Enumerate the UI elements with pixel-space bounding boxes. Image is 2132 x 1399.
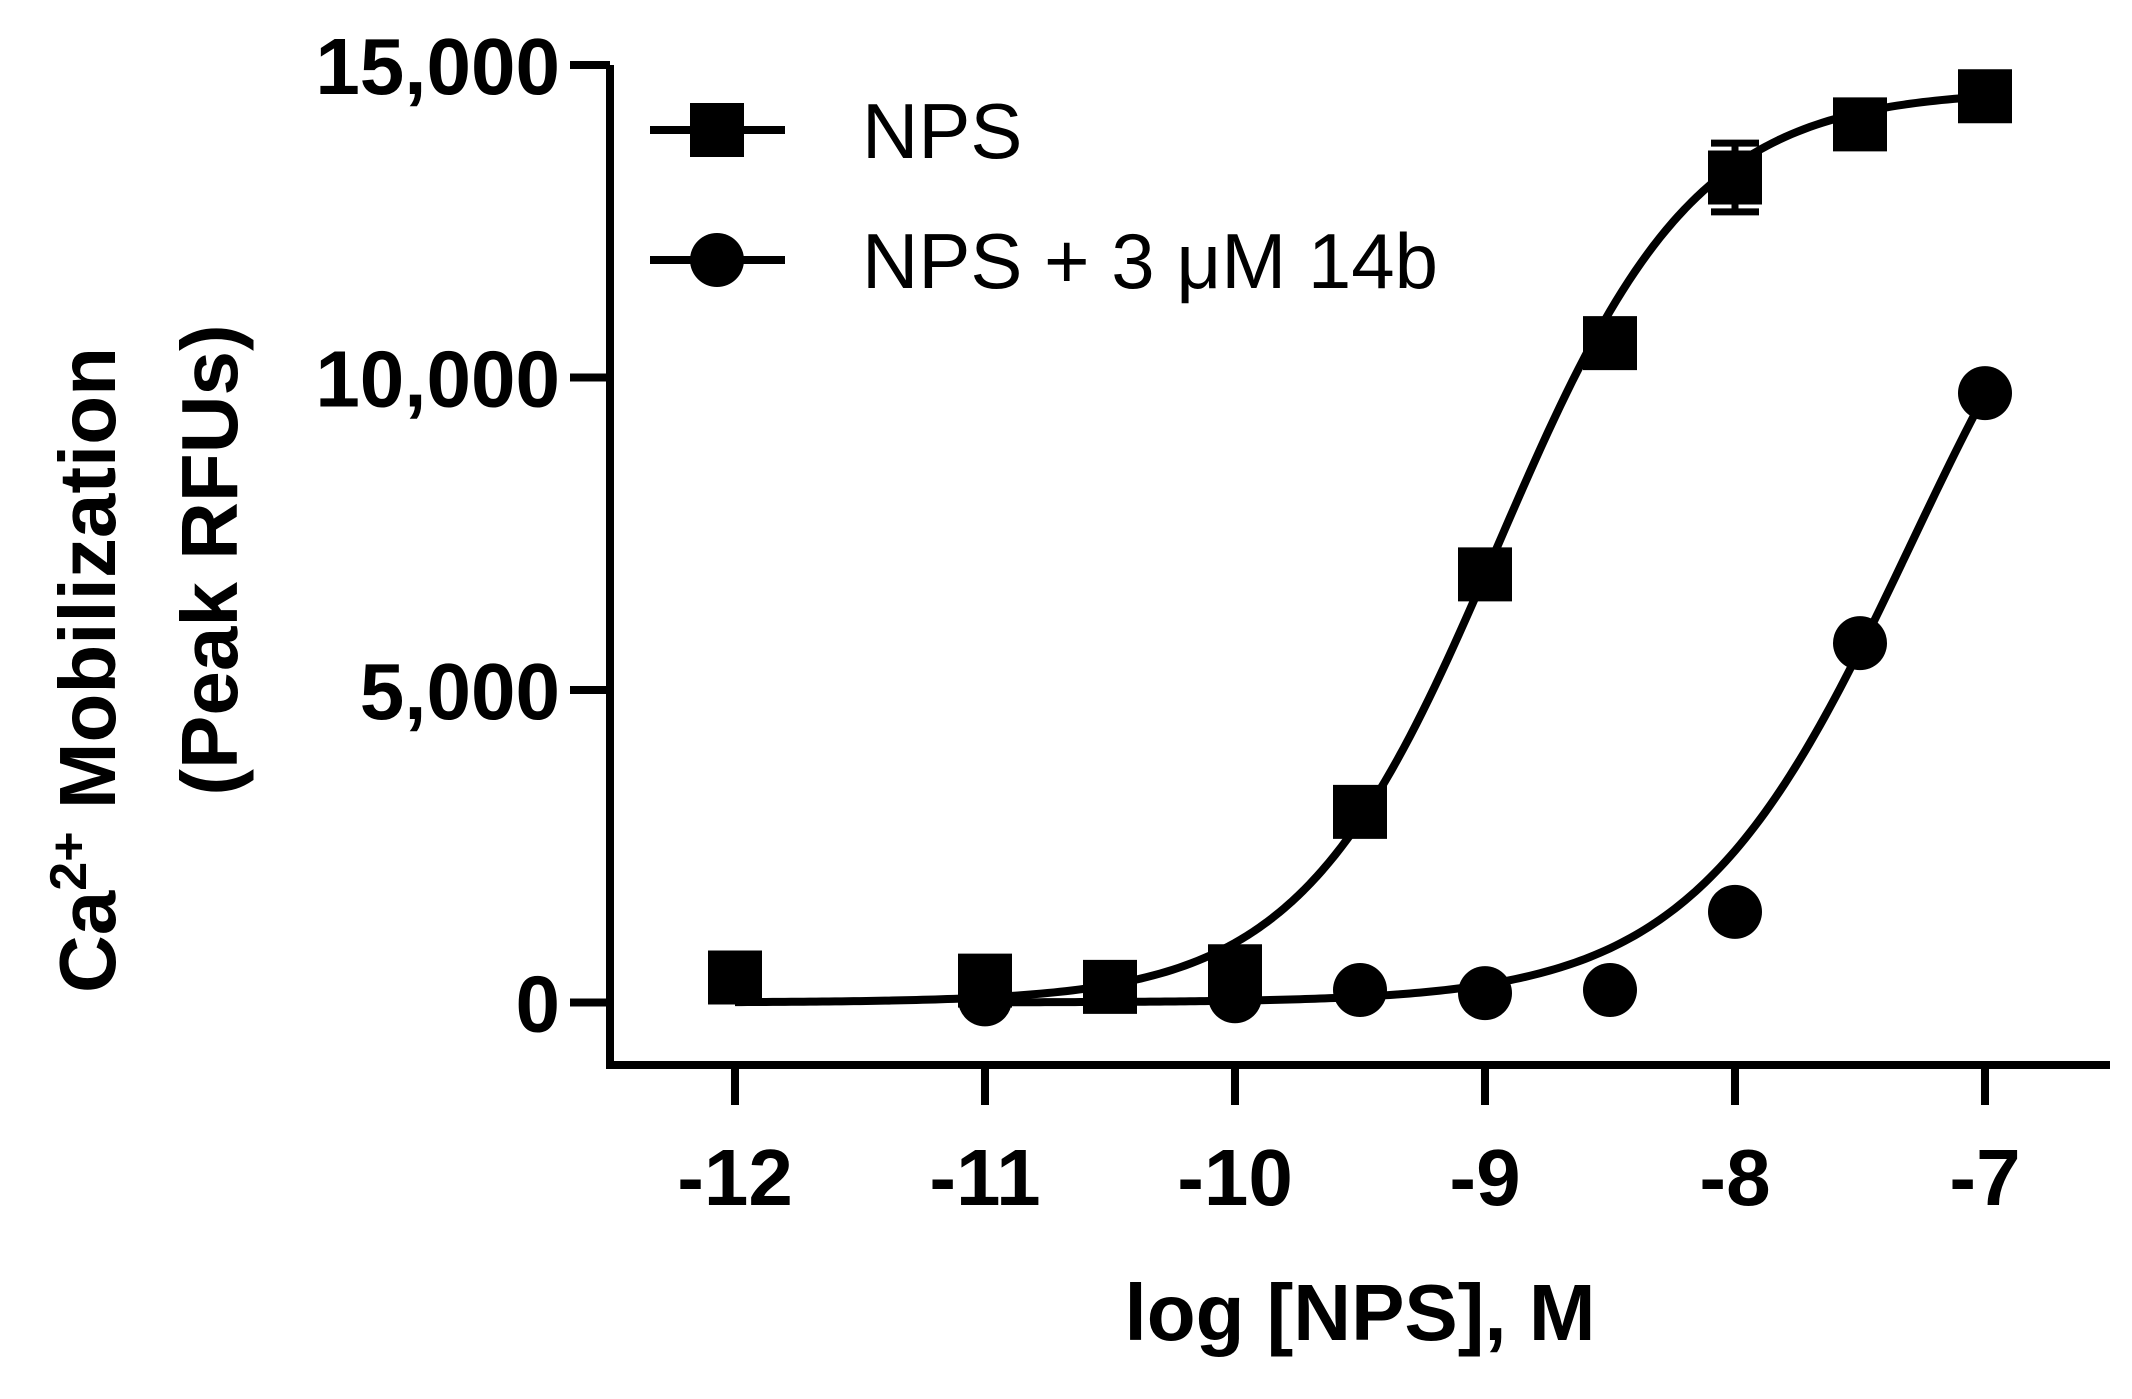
legend-label-1: NPS [862, 87, 1022, 175]
y-tick-label: 0 [516, 960, 561, 1049]
y-axis-title-line1: Ca2+ Mobilization [40, 347, 132, 993]
data-point-circle [1833, 616, 1887, 671]
legend-marker-square [690, 103, 744, 157]
data-point-circle [1333, 963, 1387, 1017]
legend: NPS NPS + 3 μM 14b [650, 87, 1438, 305]
y-tick-label: 15,000 [315, 22, 560, 111]
y-axis-title-superscript: 2+ [40, 831, 98, 890]
x-tick-label: -9 [1449, 1133, 1520, 1222]
x-axis-title: log [NPS], M [1124, 1268, 1595, 1357]
data-point-square [708, 950, 762, 1005]
legend-marker-circle [690, 233, 744, 287]
x-tick-label: -11 [929, 1133, 1040, 1222]
y-axis-title-ca: Ca [43, 890, 132, 993]
data-point-circle [1958, 366, 2012, 421]
fit-curve-2 [984, 392, 1989, 1007]
data-point-circle [1708, 884, 1762, 939]
data-point-square [1708, 150, 1762, 205]
axes: 0 5,000 10,000 15,000 -12 -11 -10 -9 -8 -7 [315, 22, 2110, 1222]
data-point-circle [958, 972, 1012, 1027]
data-point-square [1833, 97, 1887, 152]
plot-area [708, 69, 2012, 1027]
y-tick-label: 5,000 [360, 647, 560, 736]
x-tick-label: -12 [677, 1133, 793, 1222]
y-axis-title-line2: (Peak RFUs) [165, 324, 254, 795]
y-axis-title-mobilization: Mobilization [43, 347, 132, 831]
data-point-circle [1458, 966, 1512, 1021]
data-point-square [1333, 784, 1387, 839]
x-tick-label: -8 [1699, 1133, 1770, 1222]
legend-label-2: NPS + 3 μM 14b [862, 217, 1438, 305]
y-tick-label: 10,000 [315, 335, 560, 424]
data-point-square [1083, 959, 1137, 1014]
x-tick-label: -7 [1949, 1133, 2020, 1222]
data-point-square [1958, 69, 2012, 124]
data-point-square [1583, 316, 1637, 371]
x-tick-label: -10 [1177, 1133, 1293, 1222]
data-point-square [1458, 547, 1512, 602]
data-point-circle [1583, 963, 1637, 1017]
data-point-circle [1208, 969, 1262, 1024]
